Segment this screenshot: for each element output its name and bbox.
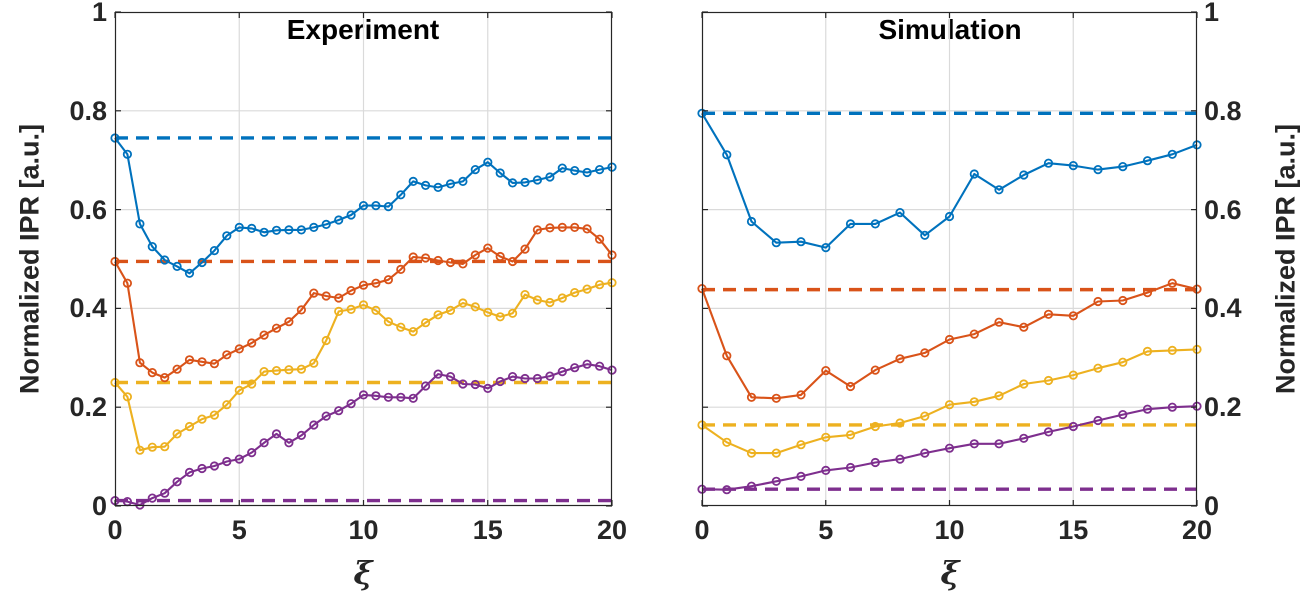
experiment-x-tick-label: 15 <box>472 515 503 545</box>
series-blue-solid-markers <box>697 108 1202 253</box>
simulation-x-tick-label: 15 <box>1058 515 1089 545</box>
series-blue-solid-markers <box>110 133 617 278</box>
series-purple-solid-line <box>701 405 1198 491</box>
series-blue-solid-line <box>701 112 1198 249</box>
simulation-y-tick-label: 0.4 <box>1204 293 1242 324</box>
experiment-y-tick-label: 0 <box>91 491 107 521</box>
simulation-x-tick-label: 20 <box>1181 515 1213 545</box>
grid-lines <box>702 12 1197 506</box>
simulation-y-tick-label: 0.2 <box>1204 392 1242 423</box>
simulation-y-tick-label: 1 <box>1204 0 1220 27</box>
tick-marks <box>701 11 1198 507</box>
series-yellow-solid-line <box>701 348 1198 455</box>
right-y-axis-label: Normalized IPR [a.u.] <box>1270 123 1301 395</box>
simulation-y-tick-label: 0.6 <box>1204 194 1242 225</box>
experiment-x-tick-label: 10 <box>348 515 379 545</box>
series-orange-solid-markers <box>110 222 617 383</box>
series-orange-solid-markers <box>697 278 1202 403</box>
simulation-x-tick-label: 5 <box>818 515 834 545</box>
simulation-chart-svg <box>697 11 1202 507</box>
left-y-axis-label: Normalized IPR [a.u.] <box>14 123 45 395</box>
simulation-y-tick-label: 0 <box>1204 491 1220 521</box>
experiment-chart-svg <box>110 11 617 510</box>
simulation-y-tick-label: 0.8 <box>1204 95 1242 126</box>
experiment-y-tick-label: 0.2 <box>69 392 107 423</box>
series-orange-solid-line <box>701 282 1198 400</box>
tick-marks <box>114 11 613 507</box>
experiment-x-tick-label: 5 <box>231 515 247 545</box>
experiment-x-tick-label: 20 <box>596 515 628 545</box>
experiment-y-tick-label: 0.8 <box>69 95 107 126</box>
series-purple-solid-markers <box>110 359 617 510</box>
simulation-x-tick-label: 0 <box>694 515 710 545</box>
experiment-y-tick-label: 0.4 <box>69 293 107 324</box>
grid-lines <box>115 12 612 506</box>
simulation-x-tick-label: 10 <box>934 515 965 545</box>
experiment-y-tick-label: 0.6 <box>69 194 107 225</box>
experiment-x-tick-label: 0 <box>107 515 123 545</box>
experiment-y-tick-label: 1 <box>91 0 107 27</box>
left-x-axis-label: ξ <box>353 554 373 592</box>
right-x-axis-label: ξ <box>940 554 960 592</box>
